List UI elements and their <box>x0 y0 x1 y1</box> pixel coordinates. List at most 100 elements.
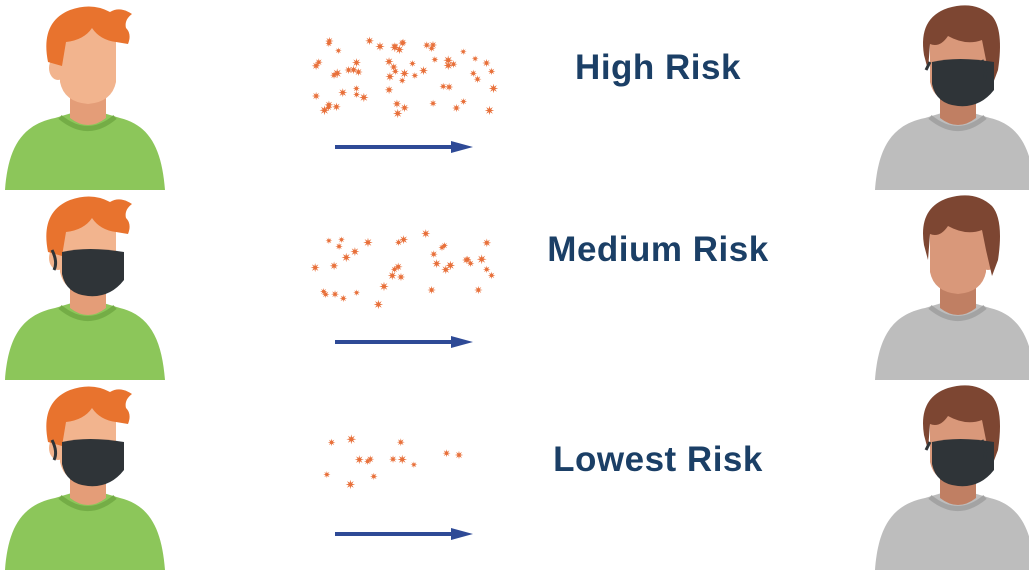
droplet-icon: ✷ <box>358 91 370 106</box>
droplet-icon: ✷ <box>337 87 348 101</box>
droplet-icon: ✷ <box>482 238 492 251</box>
droplet-icon: ✷ <box>324 35 335 48</box>
droplet-icon: ✷ <box>396 436 406 449</box>
droplet-icon: ✷ <box>364 36 375 49</box>
transmission-arrow <box>335 141 473 153</box>
droplet-icon: ✷ <box>451 102 462 115</box>
droplet-icon: ✷ <box>399 66 410 81</box>
droplet-icon: ✷ <box>427 285 437 298</box>
droplet-icon: ✷ <box>397 38 407 50</box>
source-person-icon <box>5 386 165 570</box>
risk-row-high: ✷ ✷ ✷ ✷ ✷ ✷ ✷ ✷ ✷ ✷ ✷ ✷ ✷ ✷ ✷ ✷ ✷ ✷ ✷ ✷ ✷ ✷ ✷ ✷ ✷ ✷ ✷ ✷ ✷ ✷ ✷ ✷ ✷ ✷ ✷ ✷ ✷ ✷ ✷ ✷… <box>0 0 1029 190</box>
droplet-icon: ✷ <box>442 53 454 68</box>
droplet-icon: ✷ <box>337 234 346 245</box>
droplet-icon: ✷ <box>484 103 495 118</box>
droplet-icon: ✷ <box>373 297 384 312</box>
droplet-icon: ✷ <box>444 82 454 95</box>
receiver-person-icon <box>875 5 1029 190</box>
droplet-icon: ✷ <box>374 39 386 54</box>
droplet-icon: ✷ <box>476 252 488 268</box>
droplet-icon: ✷ <box>349 245 360 259</box>
droplet-icon: ✷ <box>383 55 395 70</box>
droplet-icon: ✷ <box>324 99 334 112</box>
droplet-icon: ✷ <box>445 258 456 273</box>
droplet-icon: ✷ <box>471 53 479 64</box>
droplet-icon: ✷ <box>398 37 408 49</box>
droplet-icon: ✷ <box>410 460 418 471</box>
source-person-icon <box>5 6 165 190</box>
droplet-icon: ✷ <box>352 84 361 96</box>
droplet-icon: ✷ <box>394 43 405 58</box>
risk-label: Lowest Risk <box>553 440 763 479</box>
droplets-high: ✷ ✷ ✷ ✷ ✷ ✷ ✷ ✷ ✷ ✷ ✷ ✷ ✷ ✷ ✷ ✷ ✷ ✷ ✷ ✷ ✷ ✷ ✷ ✷ ✷ ✷ ✷ ✷ ✷ ✷ ✷ ✷ ✷ ✷ ✷ ✷ ✷ ✷ ✷ ✷… <box>300 35 498 120</box>
droplet-icon: ✷ <box>389 62 399 75</box>
droplet-icon: ✷ <box>445 261 455 273</box>
droplet-icon: ✷ <box>354 453 365 468</box>
droplet-icon: ✷ <box>396 272 406 285</box>
droplets-low: ✷ ✷ ✷ ✷ ✷ ✷ ✷ ✷ ✷ ✷ ✷ ✷ ✷ ✷ <box>300 432 490 512</box>
droplet-icon: ✷ <box>473 73 483 86</box>
droplet-icon: ✷ <box>322 469 331 481</box>
droplet-icon: ✷ <box>351 56 362 71</box>
droplet-icon: ✷ <box>324 103 333 115</box>
droplet-icon: ✷ <box>392 106 404 121</box>
droplet-icon: ✷ <box>410 70 419 82</box>
droplet-icon: ✷ <box>391 66 400 78</box>
droplet-icon: ✷ <box>422 40 432 53</box>
droplet-icon: ✷ <box>461 254 471 267</box>
source-person-icon <box>5 196 165 380</box>
droplet-icon: ✷ <box>348 63 359 77</box>
droplet-icon: ✷ <box>334 241 344 253</box>
droplet-icon: ✷ <box>429 249 439 261</box>
droplet-icon: ✷ <box>428 39 438 52</box>
receiver-person-icon <box>875 195 1029 380</box>
droplet-icon: ✷ <box>329 261 339 274</box>
droplet-icon: ✷ <box>469 69 478 81</box>
droplet-icon: ✷ <box>438 242 447 254</box>
droplet-icon: ✷ <box>319 287 328 299</box>
receiver-person-icon <box>875 385 1029 570</box>
droplet-icon: ✷ <box>352 287 361 298</box>
droplet-icon: ✷ <box>389 39 401 55</box>
droplet-icon: ✷ <box>319 103 330 119</box>
droplet-icon: ✷ <box>440 241 449 253</box>
droplet-icon: ✷ <box>384 70 395 85</box>
droplet-icon: ✷ <box>487 270 496 282</box>
droplet-icon: ✷ <box>488 81 499 96</box>
droplet-icon: ✷ <box>399 101 410 115</box>
droplet-icon: ✷ <box>430 55 440 67</box>
droplet-icon: ✷ <box>341 251 352 266</box>
droplet-icon: ✷ <box>442 58 454 74</box>
droplet-icon: ✷ <box>330 290 340 302</box>
droplet-icon: ✷ <box>387 269 398 284</box>
droplet-icon: ✷ <box>428 99 438 111</box>
droplet-icon: ✷ <box>353 67 364 80</box>
droplet-icon: ✷ <box>334 46 343 57</box>
droplet-icon: ✷ <box>390 264 399 276</box>
droplet-icon: ✷ <box>363 457 372 469</box>
droplet-icon: ✷ <box>321 289 330 301</box>
droplet-icon: ✷ <box>329 69 339 82</box>
droplet-icon: ✷ <box>420 228 431 242</box>
droplet-icon: ✷ <box>466 258 475 270</box>
droplet-icon: ✷ <box>311 90 321 103</box>
droplet-icon: ✷ <box>459 46 468 57</box>
droplet-icon: ✷ <box>314 58 324 70</box>
droplet-icon: ✷ <box>398 233 409 248</box>
droplet-icon: ✷ <box>392 99 402 112</box>
droplet-icon: ✷ <box>331 101 342 115</box>
risk-label: High Risk <box>575 48 741 87</box>
droplet-icon: ✷ <box>352 89 361 101</box>
droplet-icon: ✷ <box>482 265 491 277</box>
droplet-icon: ✷ <box>408 58 417 70</box>
droplet-icon: ✷ <box>345 477 356 492</box>
droplet-icon: ✷ <box>393 261 404 275</box>
droplet-icon: ✷ <box>440 262 451 277</box>
droplet-icon: ✷ <box>325 236 333 247</box>
droplet-icon: ✷ <box>439 81 448 93</box>
droplet-icon: ✷ <box>442 447 451 460</box>
transmission-arrow <box>335 336 473 348</box>
droplet-icon: ✷ <box>384 85 394 98</box>
droplet-icon: ✷ <box>388 454 398 467</box>
droplet-icon: ✷ <box>398 76 407 88</box>
